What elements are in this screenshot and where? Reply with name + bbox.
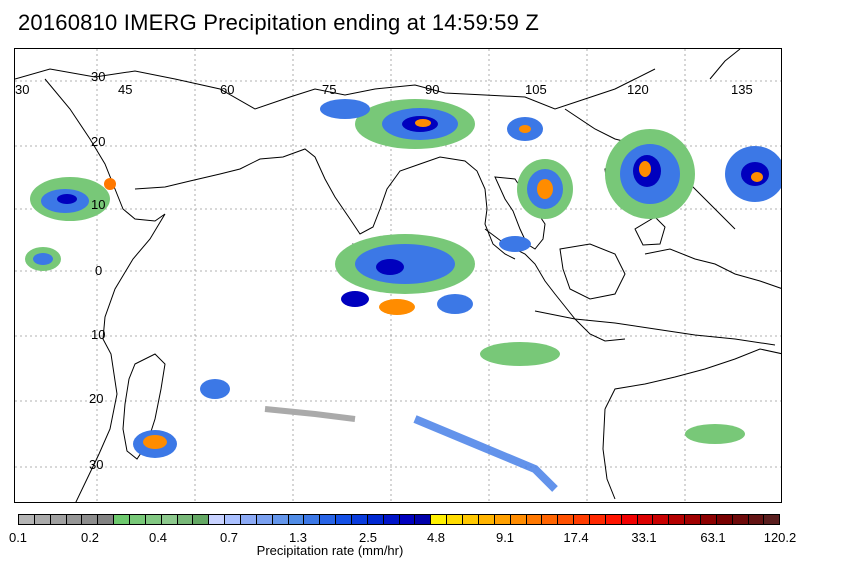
lon-label: 90: [425, 82, 439, 97]
lon-label: 105: [525, 82, 547, 97]
colorbar-swatch: [542, 515, 559, 524]
colorbar-swatch: [431, 515, 448, 524]
colorbar-tick: 0.1: [8, 530, 28, 545]
colorbar-swatch: [288, 515, 305, 524]
colorbar-swatch: [19, 515, 35, 524]
map-canvas: 30 45 60 75 90 105 120 135 30 20 10 0 10…: [15, 49, 781, 502]
colorbar-swatch: [225, 515, 242, 524]
lat-label: 20: [91, 134, 105, 149]
colorbar-swatch: [145, 515, 162, 524]
colorbar-swatch: [621, 515, 638, 524]
colorbar-swatch: [510, 515, 527, 524]
colorbar-swatch: [352, 515, 368, 524]
colorbar-swatch: [700, 515, 717, 524]
colorbar-swatch: [447, 515, 464, 524]
colorbar-swatch: [50, 515, 67, 524]
colorbar-swatch: [256, 515, 273, 524]
colorbar-swatch: [653, 515, 670, 524]
colorbar-swatch: [637, 515, 654, 524]
colorbar-tick: 4.8: [426, 530, 446, 545]
colorbar-swatch: [209, 515, 226, 524]
lon-labels: 30 45 60 75 90 105 120 135: [15, 82, 753, 97]
colorbar-swatch: [320, 515, 337, 524]
colorbar-swatch: [272, 515, 289, 524]
colorbar-swatch: [367, 515, 384, 524]
colorbar-swatch: [193, 515, 210, 524]
colorbar-swatch: [669, 515, 686, 524]
colorbar-swatch: [177, 515, 194, 524]
lon-label: 135: [731, 82, 753, 97]
colorbar-tick: 1.3: [288, 530, 308, 545]
colorbar-swatch: [589, 515, 606, 524]
lat-label: 10: [91, 197, 105, 212]
colorbar-swatch: [98, 515, 115, 524]
colorbar-swatch: [526, 515, 543, 524]
colorbar-tick: 0.2: [80, 530, 100, 545]
colorbar-tick: 63.1: [700, 530, 726, 545]
lat-label: 10: [91, 327, 105, 342]
lon-label: 120: [627, 82, 649, 97]
colorbar-swatch: [415, 515, 432, 524]
colorbar-swatch: [494, 515, 511, 524]
lon-label: 30: [15, 82, 29, 97]
colorbar-swatch: [304, 515, 321, 524]
lat-label: 20: [89, 391, 103, 406]
colorbar-swatch: [558, 515, 575, 524]
colorbar-swatch: [82, 515, 99, 524]
colorbar-swatch: [478, 515, 495, 524]
colorbar-tick: 2.5: [358, 530, 378, 545]
lat-labels: 30 20 10 0 10 20 30: [89, 69, 105, 472]
precipitation-map: 30 45 60 75 90 105 120 135 30 20 10 0 10…: [14, 48, 782, 503]
precip-fields: [25, 99, 781, 492]
lat-label: 30: [89, 457, 103, 472]
lat-label: 0: [95, 263, 102, 278]
colorbar-tick: 0.7: [219, 530, 239, 545]
colorbar-swatch: [114, 515, 131, 524]
colorbar-ticks: 0.1 0.2 0.4 0.7 1.3 2.5 4.8 9.1 17.4 33.…: [0, 530, 865, 546]
colorbar-swatch: [685, 515, 701, 524]
colorbar-swatch: [605, 515, 622, 524]
colorbar-swatch: [399, 515, 416, 524]
precipitation-colorbar: [18, 514, 780, 525]
colorbar-tick: 0.4: [148, 530, 168, 545]
colorbar-swatch: [764, 515, 780, 524]
colorbar-label: Precipitation rate (mm/hr): [256, 543, 404, 558]
colorbar-tick: 120.2: [763, 530, 797, 545]
colorbar-swatch: [130, 515, 146, 524]
colorbar-swatch: [161, 515, 178, 524]
lat-label: 30: [91, 69, 105, 84]
colorbar-swatch: [336, 515, 353, 524]
colorbar-swatch: [748, 515, 765, 524]
colorbar-swatch: [574, 515, 590, 524]
colorbar-swatch: [34, 515, 51, 524]
colorbar-swatch: [716, 515, 733, 524]
lon-label: 45: [118, 82, 132, 97]
colorbar-swatch: [241, 515, 257, 524]
colorbar-tick: 33.1: [631, 530, 657, 545]
colorbar-swatch: [383, 515, 400, 524]
colorbar-swatch: [66, 515, 83, 524]
colorbar-swatch: [732, 515, 749, 524]
lon-label: 60: [220, 82, 234, 97]
colorbar-tick: 9.1: [495, 530, 515, 545]
lon-label: 75: [322, 82, 336, 97]
colorbar-tick: 17.4: [563, 530, 589, 545]
colorbar-swatch: [463, 515, 479, 524]
map-title: 20160810 IMERG Precipitation ending at 1…: [18, 10, 540, 35]
